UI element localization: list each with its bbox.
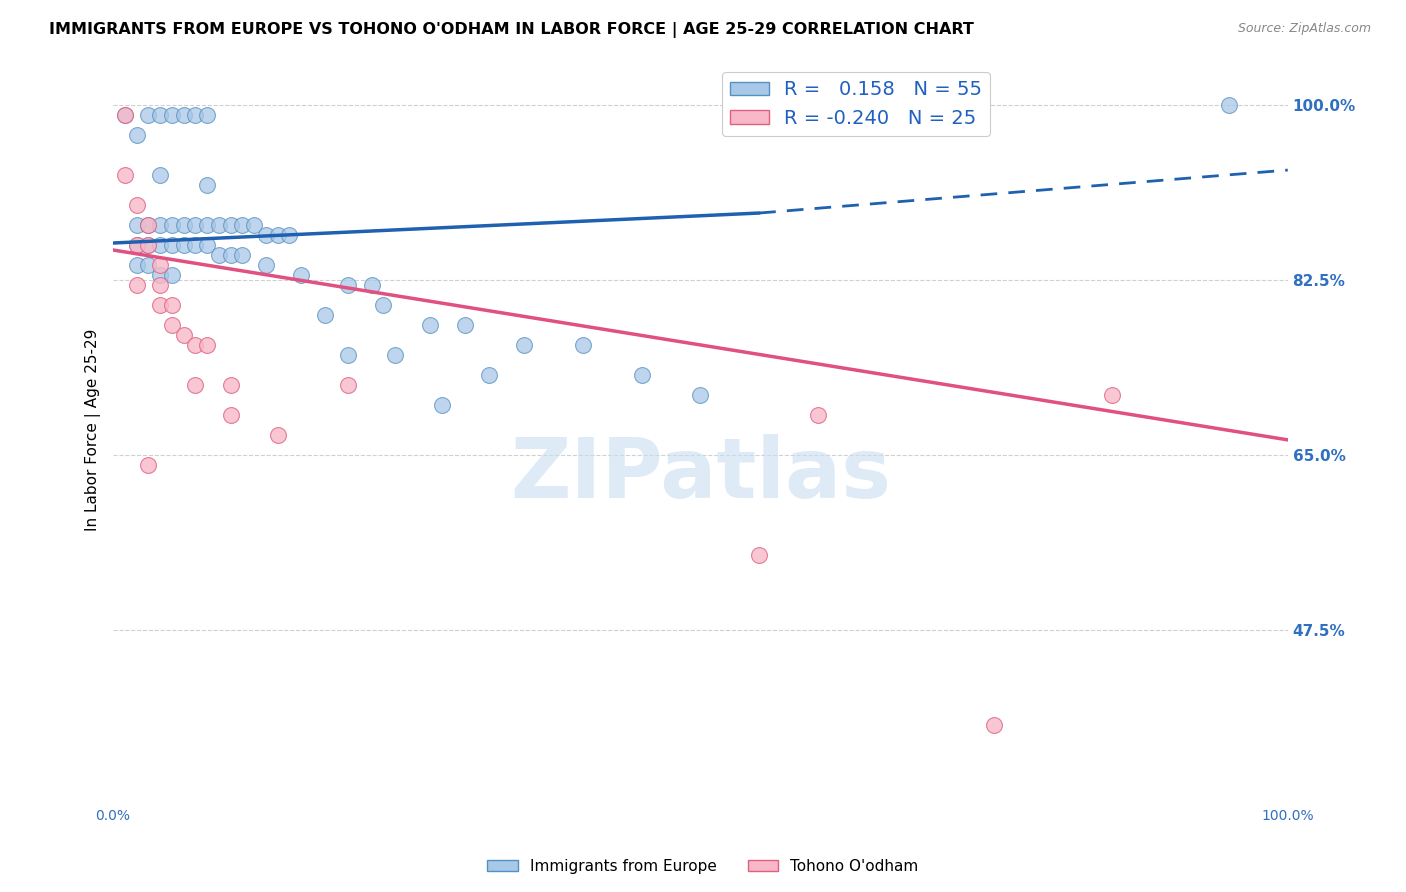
Point [1218, 98, 1240, 112]
Point [149, 298, 172, 312]
Point [149, 168, 172, 182]
Point [125, 198, 148, 212]
Point [807, 408, 830, 422]
Point [384, 348, 406, 362]
Point [138, 258, 160, 272]
Text: IMMIGRANTS FROM EUROPE VS TOHONO O'ODHAM IN LABOR FORCE | AGE 25-29 CORRELATION : IMMIGRANTS FROM EUROPE VS TOHONO O'ODHAM… [49, 22, 974, 38]
Point [195, 338, 218, 352]
Point [337, 348, 360, 362]
Point [149, 268, 172, 282]
Point [219, 218, 242, 232]
Point [478, 368, 501, 382]
Point [360, 277, 382, 292]
Point [231, 248, 253, 262]
Point [149, 258, 172, 272]
Point [125, 277, 148, 292]
Point [173, 108, 195, 122]
Point [689, 388, 711, 402]
Point [125, 238, 148, 252]
Point [149, 277, 172, 292]
Point [630, 368, 652, 382]
Point [419, 318, 441, 332]
Point [195, 178, 218, 192]
Point [160, 238, 183, 252]
Point [160, 318, 183, 332]
Text: Source: ZipAtlas.com: Source: ZipAtlas.com [1237, 22, 1371, 36]
Point [184, 378, 207, 392]
Point [114, 168, 136, 182]
Point [184, 108, 207, 122]
Point [184, 338, 207, 352]
Point [138, 218, 160, 232]
Point [219, 248, 242, 262]
Point [160, 218, 183, 232]
Point [314, 308, 336, 322]
Point [513, 338, 536, 352]
Point [114, 108, 136, 122]
Point [290, 268, 312, 282]
Point [373, 298, 395, 312]
Legend: Immigrants from Europe, Tohono O'odham: Immigrants from Europe, Tohono O'odham [481, 853, 925, 880]
Point [266, 227, 288, 242]
Point [138, 458, 160, 472]
Point [138, 238, 160, 252]
Point [173, 218, 195, 232]
Text: ZIPatlas: ZIPatlas [510, 434, 891, 516]
Point [748, 548, 770, 562]
Point [430, 398, 453, 412]
Point [254, 227, 277, 242]
Point [138, 238, 160, 252]
Point [160, 268, 183, 282]
Point [125, 128, 148, 142]
Point [125, 218, 148, 232]
Point [195, 238, 218, 252]
Point [149, 108, 172, 122]
Point [125, 258, 148, 272]
Point [125, 238, 148, 252]
Point [160, 298, 183, 312]
Point [160, 108, 183, 122]
Point [337, 378, 360, 392]
Point [278, 227, 301, 242]
Point [266, 428, 288, 442]
Point [195, 218, 218, 232]
Point [173, 327, 195, 342]
Point [254, 258, 277, 272]
Point [983, 717, 1005, 731]
Point [208, 248, 231, 262]
Point [337, 277, 360, 292]
Point [243, 218, 266, 232]
Point [173, 238, 195, 252]
Point [572, 338, 595, 352]
Point [231, 218, 253, 232]
Point [184, 238, 207, 252]
Point [184, 218, 207, 232]
Point [149, 218, 172, 232]
Y-axis label: In Labor Force | Age 25-29: In Labor Force | Age 25-29 [86, 328, 101, 531]
Point [219, 408, 242, 422]
Point [138, 108, 160, 122]
Point [208, 218, 231, 232]
Point [114, 108, 136, 122]
Point [219, 378, 242, 392]
Point [454, 318, 477, 332]
Point [138, 218, 160, 232]
Point [1101, 388, 1123, 402]
Point [195, 108, 218, 122]
Point [149, 238, 172, 252]
Legend: R =   0.158   N = 55, R = -0.240   N = 25: R = 0.158 N = 55, R = -0.240 N = 25 [723, 72, 990, 136]
